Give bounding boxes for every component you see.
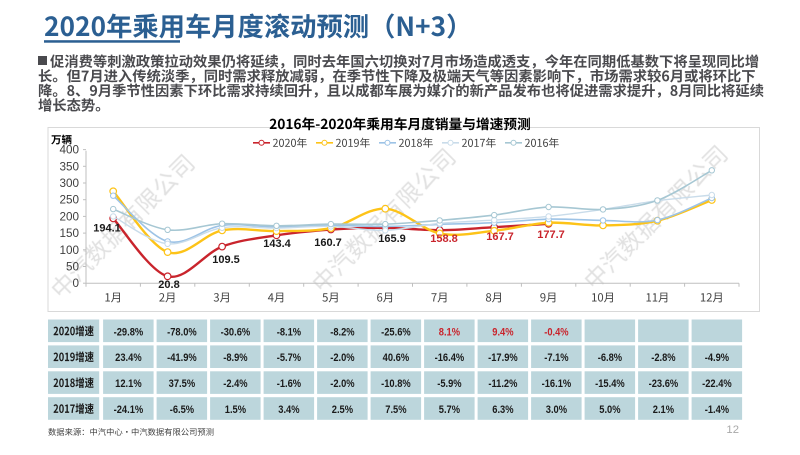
svg-text:300: 300	[59, 177, 79, 190]
svg-text:100: 100	[59, 244, 79, 257]
svg-text:7.5%: 7.5%	[385, 404, 406, 416]
svg-text:-30.6%: -30.6%	[221, 327, 251, 339]
svg-text:-7.1%: -7.1%	[544, 352, 568, 364]
svg-text:-8.2%: -8.2%	[330, 327, 354, 339]
svg-text:6.3%: 6.3%	[492, 404, 513, 416]
svg-text:-2.8%: -2.8%	[651, 352, 675, 364]
svg-text:158.8: 158.8	[430, 233, 458, 245]
svg-text:50: 50	[66, 261, 80, 274]
svg-text:23.4%: 23.4%	[115, 352, 141, 364]
svg-text:-10.8%: -10.8%	[381, 378, 411, 390]
svg-text:-8.1%: -8.1%	[277, 327, 301, 339]
svg-text:-22.4%: -22.4%	[702, 378, 732, 390]
svg-text:150: 150	[59, 227, 79, 240]
svg-text:167.7: 167.7	[486, 231, 514, 243]
svg-text:-2.0%: -2.0%	[330, 378, 354, 390]
svg-text:-25.6%: -25.6%	[381, 327, 411, 339]
svg-text:3.0%: 3.0%	[546, 404, 567, 416]
svg-text:-6.8%: -6.8%	[598, 352, 622, 364]
svg-text:-29.8%: -29.8%	[114, 327, 144, 339]
svg-text:0: 0	[72, 277, 79, 290]
svg-text:-41.9%: -41.9%	[167, 352, 197, 364]
svg-text:9.4%: 9.4%	[492, 327, 513, 339]
svg-text:-11.2%: -11.2%	[488, 378, 517, 390]
svg-text:-5.7%: -5.7%	[277, 352, 301, 364]
svg-text:-78.0%: -78.0%	[167, 327, 197, 339]
svg-text:37.5%: 37.5%	[169, 378, 195, 390]
svg-text:-4.9%: -4.9%	[705, 352, 729, 364]
svg-text:-23.6%: -23.6%	[649, 378, 679, 390]
svg-text:200: 200	[59, 210, 79, 223]
svg-text:109.5: 109.5	[212, 254, 240, 266]
svg-text:-5.9%: -5.9%	[437, 378, 461, 390]
svg-text:-1.4%: -1.4%	[705, 404, 729, 416]
svg-text:-16.4%: -16.4%	[435, 352, 465, 364]
svg-text:-16.1%: -16.1%	[542, 378, 572, 390]
svg-text:5.0%: 5.0%	[599, 404, 620, 416]
svg-text:12: 12	[726, 424, 739, 436]
svg-text:-2.0%: -2.0%	[330, 352, 354, 364]
svg-text:3.4%: 3.4%	[278, 404, 299, 416]
svg-text:177.7: 177.7	[537, 229, 565, 241]
svg-text:2.1%: 2.1%	[653, 404, 674, 416]
svg-text:1.5%: 1.5%	[225, 404, 246, 416]
svg-text:350: 350	[59, 160, 79, 173]
svg-text:165.9: 165.9	[378, 233, 406, 245]
svg-text:400: 400	[59, 144, 79, 157]
svg-text:-17.9%: -17.9%	[488, 352, 518, 364]
svg-text:250: 250	[59, 194, 79, 207]
svg-text:-2.4%: -2.4%	[223, 378, 247, 390]
svg-text:-15.4%: -15.4%	[595, 378, 625, 390]
svg-text:12.1%: 12.1%	[115, 378, 141, 390]
svg-text:-0.4%: -0.4%	[544, 327, 568, 339]
svg-text:143.4: 143.4	[263, 238, 291, 250]
svg-text:2.5%: 2.5%	[332, 404, 353, 416]
svg-text:-1.6%: -1.6%	[277, 378, 301, 390]
svg-text:5.7%: 5.7%	[439, 404, 460, 416]
svg-text:160.7: 160.7	[314, 237, 342, 249]
svg-text:-8.9%: -8.9%	[223, 352, 247, 364]
svg-text:194.1: 194.1	[93, 223, 121, 235]
svg-text:8.1%: 8.1%	[439, 327, 460, 339]
svg-text:-24.1%: -24.1%	[114, 404, 144, 416]
svg-text:-6.5%: -6.5%	[170, 404, 194, 416]
svg-text:40.6%: 40.6%	[383, 352, 409, 364]
svg-text:20.8: 20.8	[158, 279, 179, 291]
